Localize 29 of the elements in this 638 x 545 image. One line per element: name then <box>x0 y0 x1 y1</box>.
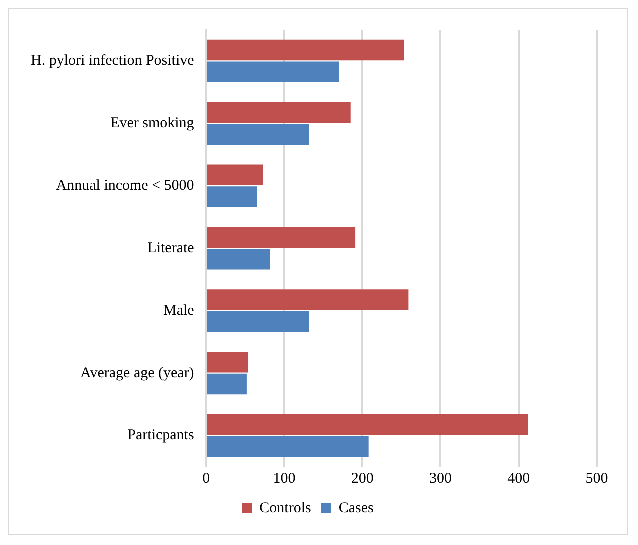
bar <box>207 62 340 83</box>
x-tick-label: 100 <box>273 470 296 487</box>
bar <box>207 311 310 332</box>
x-tick-label: 400 <box>508 470 530 487</box>
bar <box>207 124 310 145</box>
bar <box>207 227 356 248</box>
y-tick-label: Particpants <box>128 428 194 444</box>
legend-label: Cases <box>338 500 374 516</box>
bar <box>207 436 369 458</box>
x-tick-label: 0 <box>202 470 210 487</box>
legend-label: Controls <box>260 500 312 516</box>
x-tick-label: 300 <box>429 470 452 487</box>
y-tick-label: Annual income < 5000 <box>56 178 194 194</box>
bar <box>207 40 404 61</box>
bar <box>207 374 247 395</box>
bar <box>207 290 409 310</box>
y-tick-label: Male <box>163 302 195 319</box>
bar <box>207 249 270 270</box>
bar <box>207 352 249 373</box>
y-tick-label: Ever smoking <box>110 116 195 132</box>
y-tick-label: Average age (year) <box>80 365 194 382</box>
bar <box>207 186 258 208</box>
x-tick-label: 500 <box>586 470 608 487</box>
y-tick-label: Literate <box>148 240 195 256</box>
bar <box>207 414 528 436</box>
y-tick-label: H. pylori infection Positive <box>30 53 195 70</box>
bar <box>207 164 264 186</box>
x-tick-label: 200 <box>351 470 374 487</box>
bar <box>207 102 351 124</box>
